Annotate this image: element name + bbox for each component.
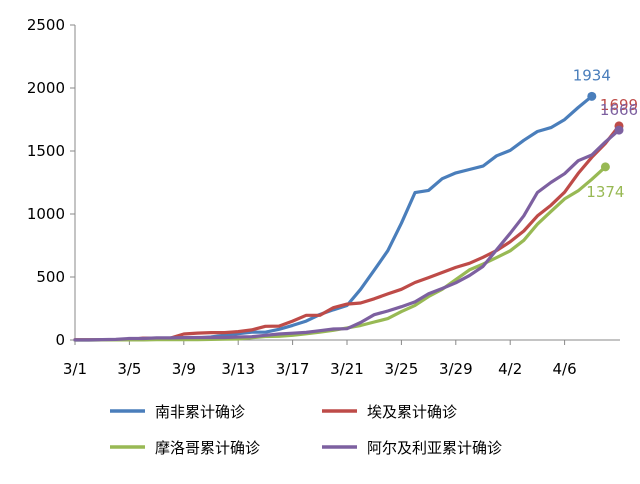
series-end-label: 1666 xyxy=(600,101,638,119)
series-end-marker xyxy=(600,162,610,172)
legend-label: 摩洛哥累计确诊 xyxy=(155,439,260,457)
x-tick-label: 3/29 xyxy=(439,360,473,378)
x-tick-label: 3/9 xyxy=(172,360,196,378)
series-end-label: 1374 xyxy=(586,183,624,201)
y-tick-label: 0 xyxy=(55,331,65,349)
series-line xyxy=(73,124,621,342)
series-line xyxy=(73,165,608,342)
series-end-label: 1934 xyxy=(573,66,611,84)
series-line xyxy=(73,94,594,342)
series-end-label: 1699 xyxy=(600,96,638,114)
y-tick-label: 500 xyxy=(36,268,65,286)
series-end-marker xyxy=(614,125,624,135)
x-tick-label: 3/25 xyxy=(385,360,419,378)
x-tick-label: 3/13 xyxy=(221,360,255,378)
x-tick-label: 4/2 xyxy=(498,360,522,378)
y-tick-label: 1000 xyxy=(27,205,65,223)
x-tick-label: 4/6 xyxy=(553,360,577,378)
x-tick-label: 3/17 xyxy=(276,360,310,378)
y-tick-label: 2000 xyxy=(27,79,65,97)
y-tick-label: 1500 xyxy=(27,142,65,160)
x-tick-label: 3/1 xyxy=(63,360,87,378)
series-end-marker xyxy=(587,91,597,101)
x-tick-label: 3/5 xyxy=(117,360,141,378)
series-line xyxy=(73,128,621,342)
legend-label: 埃及累计确诊 xyxy=(367,403,457,421)
legend-label: 阿尔及利亚累计确诊 xyxy=(367,439,502,457)
y-tick-label: 2500 xyxy=(27,16,65,34)
legend-label: 南非累计确诊 xyxy=(155,403,245,421)
x-tick-label: 3/21 xyxy=(330,360,364,378)
